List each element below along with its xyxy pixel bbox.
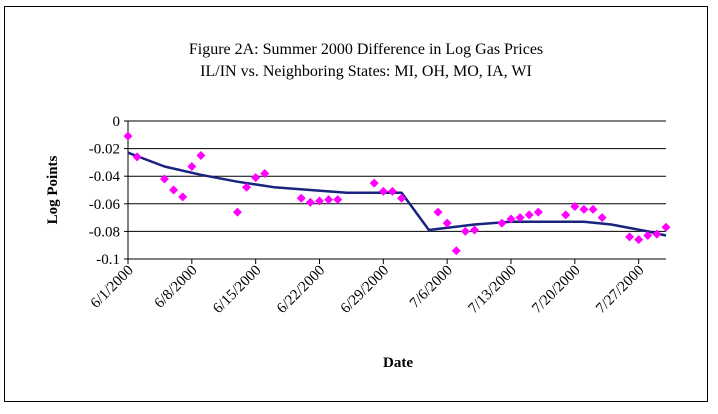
data-point — [159, 174, 169, 184]
data-point — [625, 232, 635, 242]
data-point — [132, 152, 142, 162]
data-point — [369, 178, 379, 188]
y-tick-labels: 0 -0.02 -0.04 -0.06 -0.08 -0.1 — [89, 114, 121, 268]
x-tick-label: 6/1/2000 — [88, 263, 137, 312]
data-point — [652, 229, 662, 239]
points-layer — [123, 131, 671, 256]
x-tick-label: 7/6/2000 — [407, 263, 456, 312]
y-tick-label: -0.04 — [89, 169, 121, 185]
data-point — [470, 225, 480, 235]
data-point — [570, 202, 580, 212]
x-tick-label: 7/27/2000 — [593, 263, 647, 317]
data-point — [123, 131, 133, 141]
data-point — [387, 186, 397, 196]
y-tick-label: -0.02 — [89, 142, 120, 158]
x-tick-label: 7/13/2000 — [465, 263, 519, 317]
chart-subtitle: IL/IN vs. Neighboring States: MI, OH, MO… — [200, 63, 532, 80]
x-tick-label: 7/20/2000 — [529, 263, 583, 317]
axis-layer — [127, 121, 666, 264]
x-tick-label: 6/22/2000 — [274, 263, 328, 317]
data-point — [378, 186, 388, 196]
y-axis-title: Log Points — [45, 155, 61, 224]
data-point — [533, 207, 543, 217]
data-point — [515, 213, 525, 223]
data-point — [296, 193, 306, 203]
data-point — [661, 222, 671, 232]
trend-line — [127, 151, 667, 237]
x-axis-title: Date — [383, 355, 413, 371]
trend-line-layer — [127, 151, 667, 237]
data-point — [579, 204, 589, 214]
y-tick-label: -0.1 — [96, 252, 120, 268]
data-point — [397, 193, 407, 203]
data-point — [506, 214, 516, 224]
data-point — [178, 192, 188, 202]
data-point — [333, 195, 343, 205]
data-point — [497, 218, 507, 228]
y-tick-label: -0.08 — [89, 224, 120, 240]
data-point — [442, 218, 452, 228]
data-point — [561, 210, 571, 220]
data-point — [260, 168, 270, 178]
data-point — [524, 210, 534, 220]
chart-title: Figure 2A: Summer 2000 Difference in Log… — [189, 41, 543, 58]
data-point — [196, 151, 206, 160]
data-point — [433, 207, 443, 217]
x-tick-label: 6/15/2000 — [210, 263, 264, 317]
data-point — [324, 195, 334, 205]
data-point — [460, 226, 470, 236]
y-tick-label: -0.06 — [89, 197, 121, 213]
x-tick-label: 6/29/2000 — [338, 263, 392, 317]
data-point — [251, 173, 261, 183]
data-point — [232, 207, 242, 217]
data-point — [242, 182, 252, 192]
data-point — [643, 231, 653, 241]
data-point — [634, 235, 644, 245]
data-point — [451, 246, 461, 256]
data-point — [314, 196, 324, 206]
data-point — [588, 204, 598, 214]
data-point — [169, 185, 179, 195]
data-point — [597, 213, 607, 223]
x-tick-labels: 6/1/2000 6/8/2000 6/15/2000 6/22/2000 6/29/2… — [88, 263, 648, 317]
data-point — [305, 197, 315, 207]
x-tick-label: 6/8/2000 — [152, 263, 201, 312]
data-point — [187, 162, 197, 172]
y-tick-label: 0 — [113, 114, 121, 130]
